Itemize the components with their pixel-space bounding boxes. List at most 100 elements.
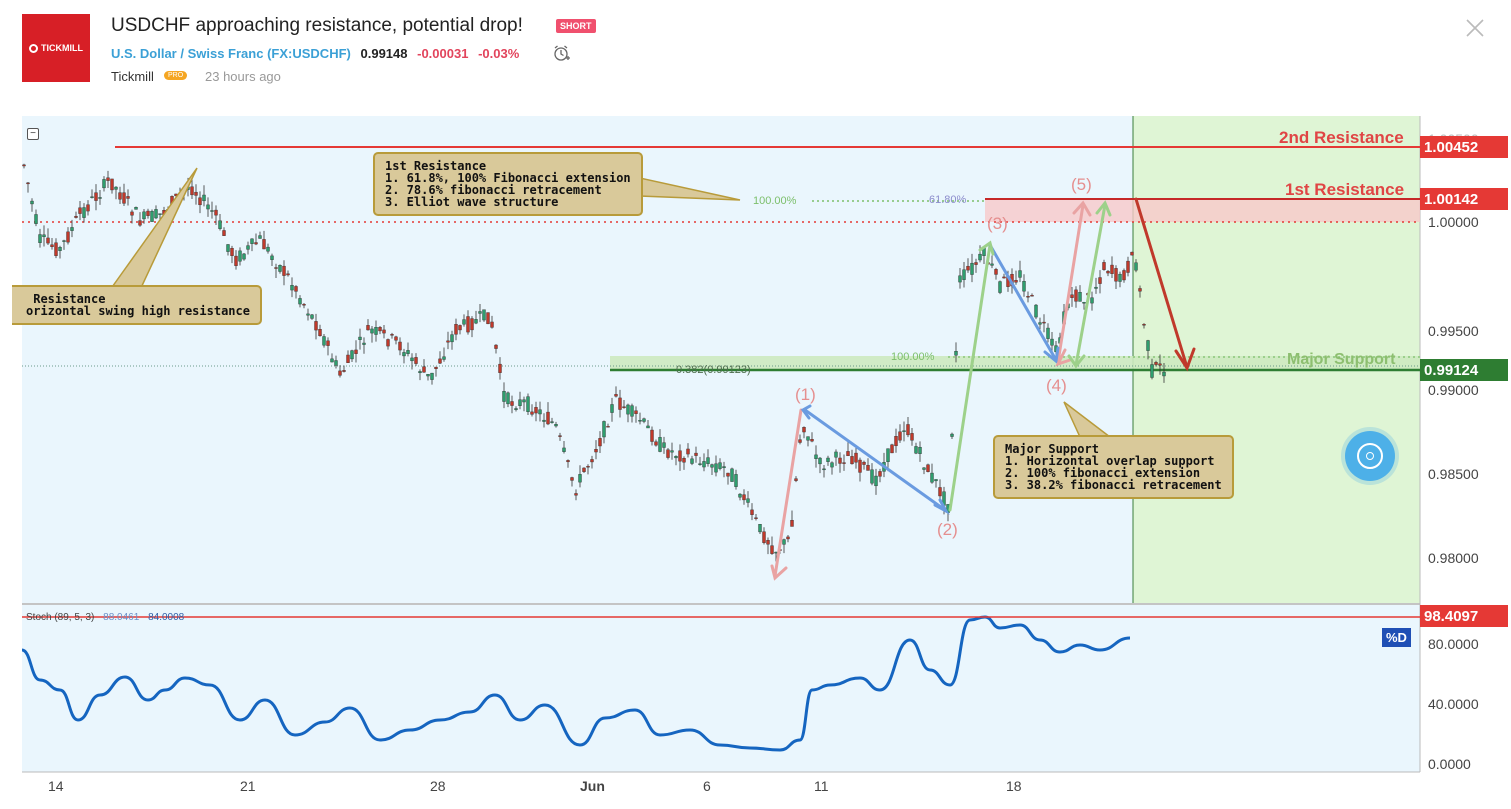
candle-body [970, 262, 974, 275]
candle-body [22, 164, 26, 167]
time-axis-label: 6 [703, 778, 711, 794]
candle-body [118, 192, 122, 200]
candle-body [1002, 276, 1006, 279]
candle-body [594, 449, 598, 453]
candle-body [318, 328, 322, 337]
candle-body [414, 357, 418, 364]
candle-body [698, 463, 702, 465]
wave-3-label: (3) [987, 214, 1008, 233]
candle-body [434, 366, 438, 369]
stoch-legend[interactable]: Stoch (89, 5, 3) 88.0461 84.0008 [26, 612, 184, 623]
time-axis-label: 28 [430, 778, 446, 794]
candle-body [706, 457, 710, 464]
collapse-icon[interactable]: − [27, 128, 39, 140]
candle-body [818, 457, 822, 465]
author-name[interactable]: Tickmill [111, 69, 154, 84]
candle-body [106, 177, 110, 181]
candle-body [570, 477, 574, 481]
candle-body [702, 461, 706, 468]
left-resistance-callout[interactable]: Resistance orizontal swing high resistan… [12, 285, 262, 325]
candle-body [66, 231, 70, 243]
candle-body [874, 475, 878, 487]
alarm-clock-icon[interactable] [553, 45, 571, 63]
candle-body [346, 354, 350, 363]
candle-body [134, 207, 138, 210]
candle-body [802, 427, 806, 433]
candle-body [926, 464, 930, 472]
candle-body [646, 425, 650, 429]
fib-618-label: 61.80% [929, 194, 967, 206]
candle-body [458, 325, 462, 331]
idea-title: USDCHF approaching resistance, potential… [111, 15, 523, 36]
symbol-code[interactable]: FX:USDCHF [271, 46, 347, 61]
candle-body [114, 186, 118, 190]
candle-body [390, 334, 394, 336]
candle-body [886, 448, 890, 462]
tickmill-logo[interactable]: TICKMILL [22, 14, 90, 82]
target-icon[interactable] [1345, 431, 1395, 481]
candle-body [990, 263, 994, 266]
candle-body [238, 250, 242, 262]
major-support-callout[interactable]: Major Support 1. Horizontal overlap supp… [993, 435, 1234, 499]
candle-body [746, 498, 750, 503]
candle-body [630, 405, 634, 417]
time-axis-label: 14 [48, 778, 64, 794]
candle-body [466, 316, 470, 333]
candle-body [190, 186, 194, 196]
candle-body [674, 456, 678, 459]
candle-body [378, 327, 382, 332]
candlestick-series [22, 163, 1166, 562]
candle-body [446, 340, 450, 343]
candle-body [406, 350, 410, 354]
candle-body [662, 442, 666, 448]
candle-body [270, 255, 274, 260]
fib-100-top-label: 100.00% [753, 195, 797, 207]
stoch-axis-label: 0.0000 [1428, 756, 1471, 772]
candle-body [814, 454, 818, 459]
candle-body [842, 462, 846, 464]
candle-body [1022, 281, 1026, 292]
candle-body [366, 325, 370, 331]
candle-body [38, 234, 42, 243]
candle-body [526, 396, 530, 412]
close-icon[interactable] [1464, 17, 1486, 39]
wave-5-label: (5) [1071, 175, 1092, 194]
candle-body [750, 509, 754, 515]
candle-body [614, 394, 618, 397]
candle-body [1014, 280, 1018, 283]
symbol-name[interactable]: U.S. Dollar / Swiss Franc [111, 46, 264, 61]
candle-body [382, 329, 386, 334]
time-axis-label: 11 [814, 778, 829, 794]
candle-body [86, 204, 90, 212]
candle-body [894, 436, 898, 447]
candle-body [834, 451, 838, 458]
candle-body [470, 318, 474, 331]
candle-body [954, 351, 958, 356]
candle-body [550, 421, 554, 423]
candle-body [490, 321, 494, 328]
candle-body [1034, 304, 1038, 318]
candle-body [666, 449, 670, 458]
candle-body [314, 321, 318, 331]
wave-5-arrow [1056, 203, 1085, 364]
candle-body [198, 197, 202, 206]
candle-body [90, 196, 94, 198]
candle-body [718, 462, 722, 469]
candle-body [790, 520, 794, 527]
stoch-pane-bg [22, 605, 1420, 772]
candle-body [902, 430, 906, 432]
candle-body [102, 179, 106, 189]
candle-body [334, 360, 338, 366]
candle-body [1042, 321, 1046, 324]
candle-body [578, 474, 582, 483]
candle-body [498, 363, 502, 373]
first-resistance-callout[interactable]: 1st Resistance 1. 61.8%, 100% Fibonacci … [373, 152, 643, 216]
price-tag-major-support: 0.99124 [1420, 359, 1508, 381]
candle-body [634, 410, 638, 414]
candle-body [710, 464, 714, 468]
symbol-code-wrap[interactable]: (FX:USDCHF) [267, 46, 351, 61]
candle-body [574, 493, 578, 496]
candle-body [1030, 295, 1034, 297]
price-axis-label: 1.00000 [1428, 214, 1479, 230]
